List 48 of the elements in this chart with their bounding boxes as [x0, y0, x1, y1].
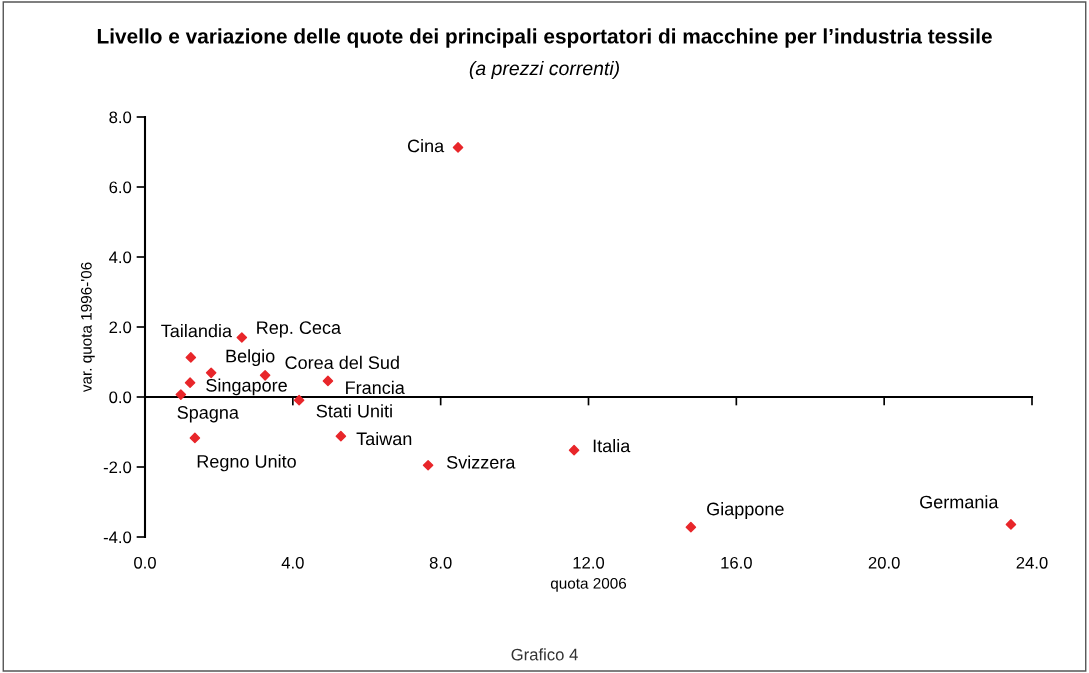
annotation: Belgio: [226, 349, 275, 366]
annotation: Stati Uniti: [316, 404, 392, 418]
annotation: Singapore: [206, 378, 287, 396]
point: [1005, 519, 1017, 530]
y-tick-label: -2.0: [103, 461, 132, 474]
point: [236, 332, 248, 343]
annotation: Corea del Sud: [285, 355, 399, 370]
annotation: Rep. Ceca: [257, 321, 342, 338]
annotation: Francia: [346, 380, 405, 395]
y-tick-label: 6.0: [109, 181, 132, 194]
point: [568, 444, 580, 456]
point: [184, 377, 196, 388]
x-tick-label: 8.0: [429, 556, 452, 569]
point: [189, 432, 201, 444]
text: Grafico 4: [511, 648, 578, 661]
x-tick-label: 0.0: [134, 556, 156, 569]
y-tick-label: 2.0: [109, 321, 132, 334]
y-tick-label: -4.0: [103, 531, 132, 544]
y-axis-title: var. quota 1996-'06: [80, 262, 95, 393]
y-tick-label: 8.0: [109, 111, 132, 124]
chart-subtitle: (a prezzi correnti): [469, 60, 619, 80]
point: [322, 375, 334, 387]
annotation: Germania: [920, 495, 999, 509]
x-axis-title: quota 2006: [550, 577, 627, 592]
x-tick-label: 12.0: [573, 556, 605, 569]
annotation: Regno Unito: [197, 454, 296, 472]
x-tick-label: 20.0: [868, 556, 900, 569]
x-tick-label: 16.0: [721, 556, 752, 569]
annotation: Cina: [407, 139, 445, 153]
chart-title: Livello e variazione delle quote dei principali esportatori di macchine per l’industria tessile: [97, 28, 992, 48]
point: [452, 142, 464, 153]
point: [205, 367, 217, 379]
point: [422, 459, 434, 471]
point: [293, 394, 305, 406]
y-tick-label: 4.0: [109, 251, 132, 264]
annotation: Spagna: [177, 406, 239, 423]
x-tick-label: 24.0: [1016, 556, 1048, 569]
annotation: Giappone: [707, 502, 784, 519]
point: [685, 521, 697, 533]
point: [175, 389, 187, 400]
point: [335, 430, 347, 442]
annotation: Italia: [593, 439, 631, 453]
annotation: Taiwan: [356, 431, 412, 446]
y-tick-label: 0.0: [109, 391, 132, 404]
point: [185, 352, 197, 363]
x-tick-label: 4.0: [281, 556, 304, 569]
annotation: Svizzera: [446, 455, 516, 469]
annotation: Tailandia: [161, 324, 233, 338]
